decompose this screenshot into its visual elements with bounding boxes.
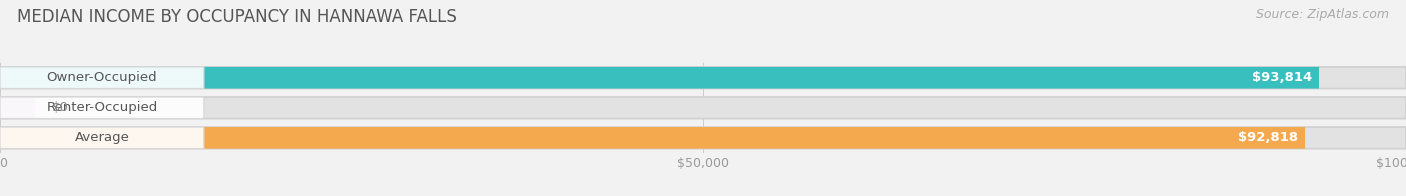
Text: Average: Average <box>75 131 129 144</box>
Text: $0: $0 <box>52 101 69 114</box>
FancyBboxPatch shape <box>0 127 1406 149</box>
FancyBboxPatch shape <box>0 97 35 119</box>
Text: Renter-Occupied: Renter-Occupied <box>46 101 157 114</box>
Text: MEDIAN INCOME BY OCCUPANCY IN HANNAWA FALLS: MEDIAN INCOME BY OCCUPANCY IN HANNAWA FA… <box>17 8 457 26</box>
FancyBboxPatch shape <box>0 67 1406 89</box>
Text: $92,818: $92,818 <box>1237 131 1298 144</box>
FancyBboxPatch shape <box>0 67 204 89</box>
FancyBboxPatch shape <box>0 127 204 149</box>
Text: Source: ZipAtlas.com: Source: ZipAtlas.com <box>1256 8 1389 21</box>
FancyBboxPatch shape <box>0 127 1305 149</box>
FancyBboxPatch shape <box>0 97 204 119</box>
Text: Owner-Occupied: Owner-Occupied <box>46 71 157 84</box>
FancyBboxPatch shape <box>0 97 1406 119</box>
FancyBboxPatch shape <box>0 67 1319 89</box>
Text: $93,814: $93,814 <box>1251 71 1312 84</box>
